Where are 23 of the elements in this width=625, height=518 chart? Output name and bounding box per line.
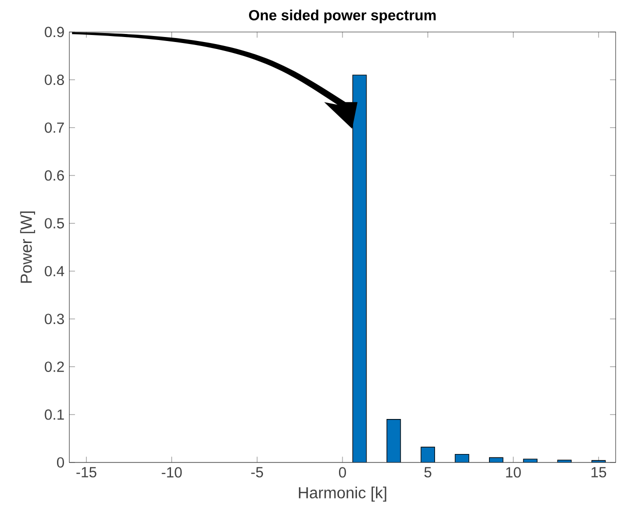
y-tick-label: 0.6: [44, 170, 64, 180]
y-tick-label: 0.5: [44, 218, 64, 228]
y-tick-label: 0: [57, 457, 64, 468]
x-tick-label: 0: [338, 466, 346, 478]
x-tick-label: -5: [251, 466, 264, 478]
x-tick-label: -10: [162, 466, 182, 478]
bar: [352, 74, 367, 462]
x-axis-title: Harmonic [k]: [298, 486, 386, 502]
x-tick-label: 15: [592, 466, 606, 478]
bar: [386, 418, 401, 462]
y-axis-title: Power [W]: [20, 211, 36, 283]
y-tick-label: 0.3: [44, 314, 64, 324]
chart-title: One sided power spectrum: [249, 9, 436, 24]
bar: [420, 446, 436, 462]
y-tick-label: 0.8: [44, 74, 64, 85]
y-tick-label: 0.1: [44, 409, 64, 420]
x-tick-label: -15: [76, 466, 96, 478]
y-tick-label: 0.9: [44, 26, 64, 37]
y-tick-label: 0.4: [44, 266, 64, 276]
x-tick-label: 10: [506, 466, 521, 478]
y-tick-label: 0.2: [44, 361, 64, 372]
x-tick-label: 5: [424, 466, 432, 478]
y-tick-label: 0.7: [44, 122, 64, 133]
